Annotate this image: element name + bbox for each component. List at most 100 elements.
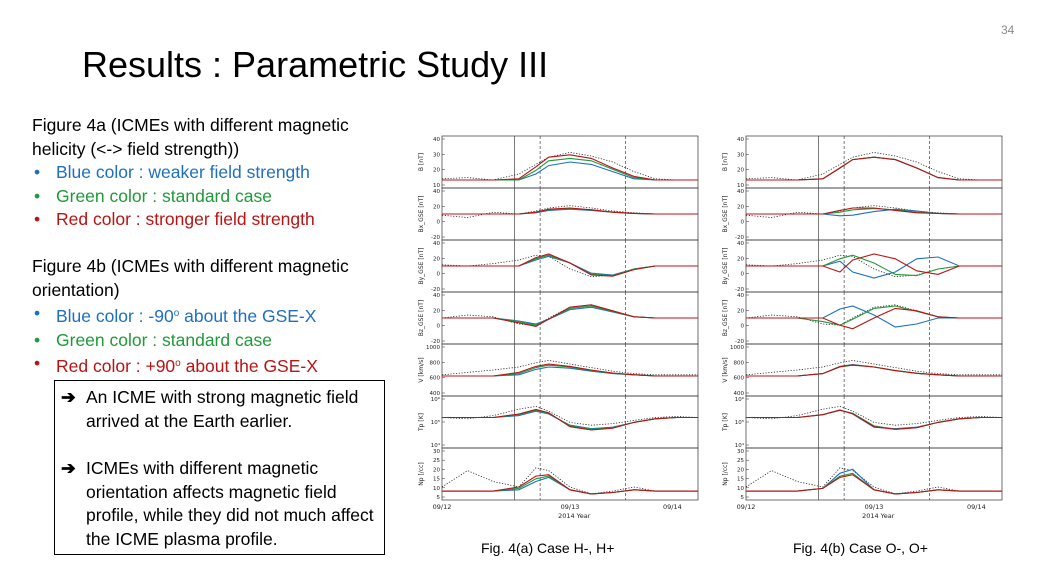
bullet-green: • Green color : standard case xyxy=(34,329,272,350)
tick-label: 600 xyxy=(734,376,745,382)
series-red xyxy=(442,154,698,181)
series-blue xyxy=(746,156,1002,181)
tick-label: 10 xyxy=(737,486,744,492)
tick-label: 400 xyxy=(430,391,441,397)
tick-label: -20 xyxy=(431,287,440,293)
series-red xyxy=(746,156,1002,181)
series-blue xyxy=(746,208,1002,217)
tick-label: 20 xyxy=(433,308,440,314)
panel-frame xyxy=(745,343,1003,397)
panel-ylabel: By_GSE [nT] xyxy=(722,248,729,285)
panel-ylabel: Bx_GSE [nT] xyxy=(418,196,425,233)
tick-label: 20 xyxy=(737,168,744,174)
tick-label: 600 xyxy=(430,376,441,382)
panel-2: By_GSE [nT] -20 0 20 40 xyxy=(418,239,699,293)
tick-label: 0 xyxy=(437,220,441,226)
tick-label: 30 xyxy=(433,152,440,158)
series-observed xyxy=(441,151,698,181)
date-tick-label: 09/14 xyxy=(967,503,986,511)
panel-4: V [km/s] 400 600 800 1000 xyxy=(418,343,699,397)
tick-label: 20 xyxy=(433,168,440,174)
panel-5: Tp [K] 10⁴ 10⁵ 10⁶ xyxy=(418,395,699,449)
panel-ylabel: V [km/s] xyxy=(722,357,729,382)
series-observed xyxy=(441,304,698,326)
panel-3: Bz_GSE [nT] -20 0 20 40 xyxy=(722,291,1003,345)
tick-label: 30 xyxy=(737,449,744,455)
tick-label: 20 xyxy=(433,467,440,473)
tick-label: 5 xyxy=(437,495,441,501)
tick-label: 40 xyxy=(433,241,440,247)
series-blue xyxy=(442,306,698,325)
series-observed xyxy=(745,304,1002,326)
tick-label: 30 xyxy=(737,152,744,158)
series-observed xyxy=(441,359,698,376)
panel-frame xyxy=(441,447,699,501)
figure-a-heading: Figure 4a (ICMEs with different magnetic… xyxy=(32,115,349,159)
series-green xyxy=(442,254,698,277)
tick-label: 15 xyxy=(737,477,744,483)
figure-b-description: Figure 4b (ICMEs with different magnetic… xyxy=(32,255,392,379)
panel-ylabel: B [nT] xyxy=(722,153,729,171)
tick-label: -20 xyxy=(735,235,744,241)
panel-frame xyxy=(745,447,1003,501)
panel-frame xyxy=(441,343,699,397)
series-observed xyxy=(745,359,1002,376)
tick-label: 800 xyxy=(430,360,441,366)
series-blue xyxy=(746,256,1002,279)
series-observed xyxy=(441,205,698,219)
panel-3: Bz_GSE [nT] -20 0 20 40 xyxy=(418,291,699,345)
figure-4a-caption: Fig. 4(a) Case H-, H+ xyxy=(481,540,615,556)
figure-4b-plot: B [nT] 10 20 30 40 Bx_GSE [nT] -20 0 20 40 By_GSE … xyxy=(722,135,1003,520)
tick-label: 800 xyxy=(734,360,745,366)
tick-label: 40 xyxy=(433,189,440,195)
series-blue xyxy=(746,364,1002,377)
date-tick-label: 09/14 xyxy=(663,503,682,511)
date-tick-label: 09/12 xyxy=(737,503,756,511)
tick-label: -20 xyxy=(431,235,440,241)
conclusion-item: ➔ ICMEs with different magnetic orientat… xyxy=(61,458,374,549)
x-axis-label: 2014 Year xyxy=(862,512,895,520)
series-red xyxy=(442,253,698,277)
series-red xyxy=(442,207,698,215)
figure-a-description: Figure 4a (ICMEs with different magnetic… xyxy=(32,114,392,232)
tick-label: 20 xyxy=(737,308,744,314)
tick-label: 40 xyxy=(433,137,440,143)
tick-label: 0 xyxy=(437,272,441,278)
tick-label: 400 xyxy=(734,391,745,397)
series-red xyxy=(442,363,698,377)
panel-6: Np [/cc] 5 10 15 20 25 30 xyxy=(418,447,699,501)
tick-label: 40 xyxy=(737,293,744,299)
bullet-blue: • Blue color : -90o about the GSE-X xyxy=(34,303,317,326)
tick-label: 5 xyxy=(741,495,745,501)
tick-label: 0 xyxy=(741,272,745,278)
tick-label: 40 xyxy=(433,293,440,299)
tick-label: -20 xyxy=(735,287,744,293)
series-red xyxy=(442,474,698,495)
series-blue xyxy=(442,161,698,181)
tick-label: 20 xyxy=(737,467,744,473)
series-blue xyxy=(746,305,1002,328)
bullet-red: • Red color : +90o about the GSE-X xyxy=(34,353,318,376)
bullet-green: • Green color : standard case xyxy=(34,185,272,206)
panel-0: B [nT] 10 20 30 40 xyxy=(418,135,699,189)
x-axis-label: 2014 Year xyxy=(558,512,591,520)
tick-label: 10 xyxy=(433,486,440,492)
series-green xyxy=(746,254,1002,277)
series-green xyxy=(442,305,698,326)
series-red xyxy=(746,307,1002,330)
tick-label: 20 xyxy=(737,204,744,210)
panel-ylabel: Bz_GSE [nT] xyxy=(418,300,425,337)
series-observed xyxy=(745,405,1003,426)
tick-label: 10⁴ xyxy=(431,442,441,449)
panel-ylabel: V [km/s] xyxy=(418,357,425,382)
tick-label: 10⁶ xyxy=(431,396,441,403)
series-observed xyxy=(745,151,1002,181)
series-green xyxy=(746,156,1002,181)
series-red xyxy=(746,364,1002,377)
series-red xyxy=(746,207,1002,215)
tick-label: 10⁵ xyxy=(431,419,440,426)
slide-number: 34 xyxy=(1001,23,1015,37)
date-tick-label: 09/13 xyxy=(865,503,884,511)
panel-ylabel: Bx_GSE [nT] xyxy=(722,196,729,233)
tick-label: 40 xyxy=(737,137,744,143)
